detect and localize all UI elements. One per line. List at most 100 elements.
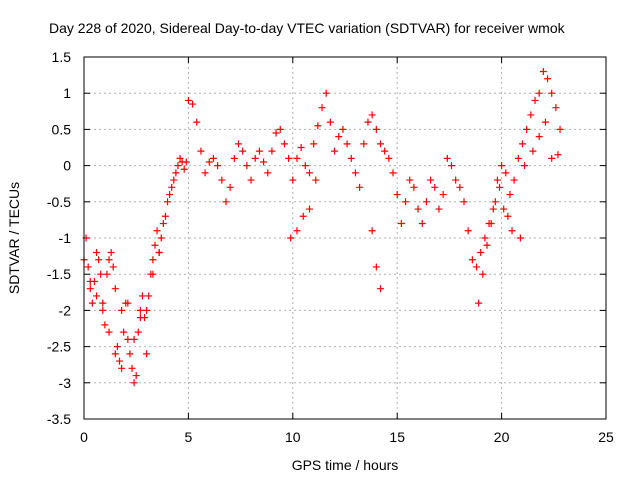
y-tick-label: 0.5 xyxy=(52,121,72,137)
data-point xyxy=(268,147,276,155)
data-point xyxy=(376,140,384,148)
data-point xyxy=(86,285,94,293)
data-point xyxy=(251,154,259,162)
data-point xyxy=(299,212,307,220)
data-point xyxy=(508,227,516,235)
data-point xyxy=(95,256,103,264)
data-point xyxy=(164,198,172,206)
data-point xyxy=(293,227,301,235)
data-point xyxy=(556,125,564,133)
data-point xyxy=(372,125,380,133)
data-point xyxy=(487,220,495,228)
data-point xyxy=(184,96,192,104)
y-tick-label: -3 xyxy=(59,375,72,391)
y-axis-label: SDTVAR / TECUs xyxy=(6,182,22,294)
data-point xyxy=(109,263,117,271)
data-point xyxy=(527,111,535,119)
chart-title: Day 228 of 2020, Sidereal Day-to-day VTE… xyxy=(49,20,566,36)
data-point xyxy=(496,183,504,191)
data-point xyxy=(115,357,123,365)
plot-frame xyxy=(83,56,607,420)
data-point xyxy=(205,158,213,166)
y-tick-label: 1.5 xyxy=(52,49,72,65)
data-point xyxy=(120,328,128,336)
x-tick-label: 10 xyxy=(285,429,301,445)
data-point xyxy=(166,191,174,199)
data-point xyxy=(477,248,485,256)
y-tick-label: -1 xyxy=(59,230,72,246)
data-series xyxy=(86,118,562,358)
data-point xyxy=(514,154,522,162)
data-point xyxy=(105,328,113,336)
x-tick-label: 5 xyxy=(185,429,193,445)
data-point xyxy=(397,220,405,228)
data-point xyxy=(389,169,397,177)
data-point xyxy=(86,277,94,285)
data-point xyxy=(335,133,343,141)
data-point xyxy=(168,183,176,191)
y-tick-label: -2 xyxy=(59,302,72,318)
data-point xyxy=(368,227,376,235)
data-point xyxy=(136,306,144,314)
data-point xyxy=(360,140,368,148)
data-point xyxy=(136,314,144,322)
data-point xyxy=(180,165,188,173)
data-point xyxy=(473,263,481,271)
data-point xyxy=(99,299,107,307)
data-point xyxy=(151,241,159,249)
data-point xyxy=(518,140,526,148)
data-point xyxy=(339,125,347,133)
data-point xyxy=(310,140,318,148)
y-tick-label: -2.5 xyxy=(47,339,71,355)
data-point xyxy=(159,220,167,228)
data-point xyxy=(516,234,524,242)
data-point xyxy=(138,292,146,300)
data-point xyxy=(406,176,414,184)
data-point xyxy=(285,154,293,162)
data-point xyxy=(544,75,552,83)
data-point xyxy=(481,234,489,242)
data-point xyxy=(521,162,529,170)
data-point xyxy=(276,125,284,133)
data-point xyxy=(418,220,426,228)
data-point xyxy=(326,118,334,126)
data-point xyxy=(498,162,506,170)
data-point xyxy=(493,176,501,184)
data-point xyxy=(84,263,92,271)
data-point xyxy=(143,350,151,358)
data-point xyxy=(214,162,222,170)
data-point xyxy=(548,89,556,97)
data-point xyxy=(535,133,543,141)
data-point xyxy=(222,198,230,206)
data-point xyxy=(479,270,487,278)
data-point xyxy=(452,176,460,184)
data-point xyxy=(161,212,169,220)
data-point xyxy=(552,104,560,112)
data-point xyxy=(312,176,320,184)
data-point xyxy=(130,335,138,343)
data-point xyxy=(247,176,255,184)
data-point xyxy=(97,270,105,278)
data-point xyxy=(500,205,508,213)
y-tick-label: -3.5 xyxy=(47,411,71,427)
data-point xyxy=(529,147,537,155)
data-point xyxy=(410,183,418,191)
data-point xyxy=(431,183,439,191)
data-point xyxy=(306,169,314,177)
data-point xyxy=(118,364,126,372)
data-point xyxy=(93,292,101,300)
data-point xyxy=(132,372,140,380)
data-point xyxy=(209,154,217,162)
data-point xyxy=(124,335,132,343)
data-point xyxy=(297,144,305,151)
data-point xyxy=(155,248,163,256)
data-point xyxy=(318,104,326,112)
data-point xyxy=(101,321,109,329)
data-point xyxy=(439,191,447,199)
data-point xyxy=(170,176,178,184)
data-point xyxy=(531,96,539,104)
data-point xyxy=(368,111,376,119)
data-point xyxy=(347,154,355,162)
data-point xyxy=(385,154,393,162)
data-point xyxy=(427,176,435,184)
